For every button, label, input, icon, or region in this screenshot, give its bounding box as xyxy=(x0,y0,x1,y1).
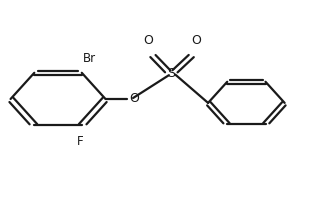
Text: O: O xyxy=(191,34,201,47)
Text: Br: Br xyxy=(83,52,96,65)
Text: O: O xyxy=(129,92,139,106)
Text: S: S xyxy=(167,67,175,80)
Text: F: F xyxy=(77,135,83,148)
Text: O: O xyxy=(143,34,153,47)
